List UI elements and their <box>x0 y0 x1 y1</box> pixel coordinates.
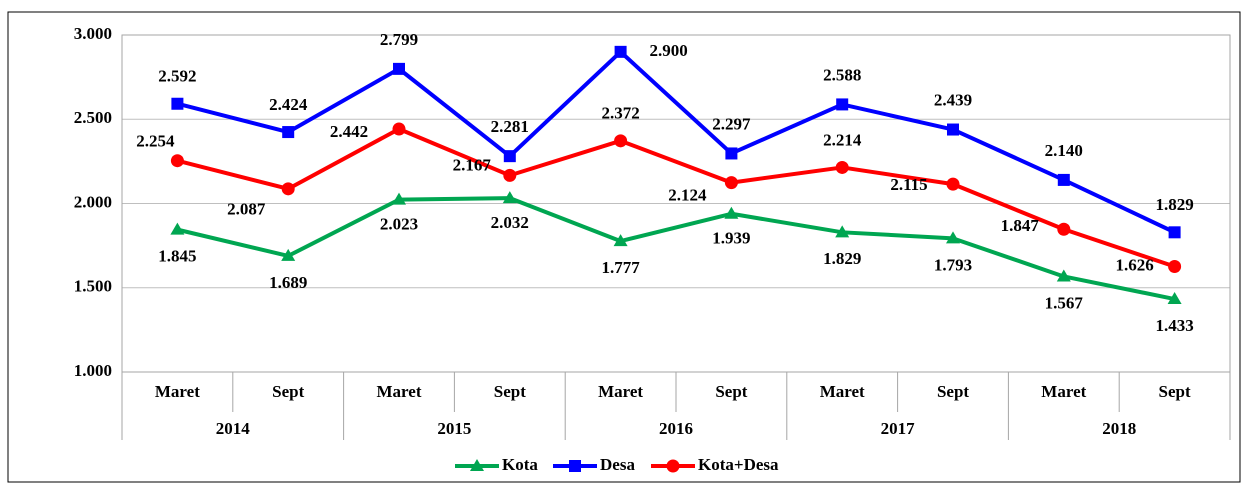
x-tick-label: Maret <box>377 382 422 401</box>
y-tick-label: 1.000 <box>74 361 112 380</box>
data-point <box>392 192 406 205</box>
x-tick-label: Sept <box>494 382 526 401</box>
y-tick-label: 3.000 <box>74 24 112 43</box>
legend-marker <box>470 459 484 471</box>
data-point <box>724 206 739 219</box>
data-point <box>1057 222 1071 236</box>
y-tick-label: 2.500 <box>74 108 112 127</box>
data-point <box>613 234 628 247</box>
group-label: 2014 <box>216 419 251 438</box>
data-point <box>725 147 738 160</box>
data-label: 1.829 <box>1155 195 1193 214</box>
y-tick-label: 1.500 <box>74 277 112 296</box>
group-label: 2017 <box>881 419 916 438</box>
x-tick-label: Sept <box>1159 382 1191 401</box>
data-label: 2.124 <box>668 186 707 205</box>
data-label: 2.297 <box>712 114 751 133</box>
data-label: 2.588 <box>823 65 861 84</box>
group-label: 2015 <box>437 419 471 438</box>
data-point <box>503 168 517 182</box>
data-point <box>947 123 959 136</box>
data-label: 2.799 <box>380 30 418 49</box>
data-point <box>836 98 849 111</box>
series-line <box>176 127 1176 269</box>
group-label: 2018 <box>1102 419 1136 438</box>
data-label: 1.433 <box>1155 316 1193 335</box>
data-label: 2.900 <box>649 41 687 60</box>
x-tick-label: Sept <box>715 382 747 401</box>
data-point <box>1167 292 1182 305</box>
x-tick-label: Sept <box>272 382 304 401</box>
legend-label: Desa <box>600 455 635 474</box>
series-line <box>176 49 1176 235</box>
data-label: 2.254 <box>136 132 175 151</box>
data-label: 2.032 <box>491 213 529 232</box>
group-label: 2016 <box>659 419 693 438</box>
data-label: 2.592 <box>158 67 196 86</box>
x-tick-label: Maret <box>598 382 643 401</box>
data-point <box>1168 226 1181 239</box>
data-label: 1.626 <box>1115 255 1153 274</box>
data-label: 2.115 <box>890 175 927 194</box>
legend-label: Kota+Desa <box>698 455 779 474</box>
data-label: 1.829 <box>823 249 861 268</box>
data-point <box>1057 173 1070 186</box>
data-point <box>1056 269 1071 282</box>
legend-marker <box>569 460 581 472</box>
data-label: 1.689 <box>269 273 307 292</box>
series-line <box>176 196 1175 301</box>
data-point <box>281 182 295 196</box>
data-label: 1.939 <box>712 229 750 248</box>
data-point <box>1168 260 1182 274</box>
data-point <box>170 154 184 168</box>
data-point <box>393 62 405 75</box>
data-label: 2.281 <box>491 117 529 136</box>
data-point <box>281 248 296 261</box>
data-point <box>946 231 960 244</box>
data-label: 1.567 <box>1045 293 1084 312</box>
data-point <box>282 126 295 139</box>
data-label: 2.424 <box>269 95 308 114</box>
legend-label: Kota <box>502 455 538 474</box>
data-point <box>946 177 960 191</box>
data-point <box>614 45 627 58</box>
data-point <box>392 122 406 136</box>
data-point <box>835 160 849 174</box>
x-tick-label: Maret <box>820 382 865 401</box>
data-label: 1.777 <box>601 258 640 277</box>
data-label: 2.214 <box>823 130 862 149</box>
x-tick-label: Sept <box>937 382 969 401</box>
data-point <box>614 134 628 148</box>
data-label: 2.442 <box>330 122 368 141</box>
data-label: 2.087 <box>227 200 266 219</box>
data-label: 2.140 <box>1045 141 1083 160</box>
data-label: 2.439 <box>934 90 972 109</box>
data-point <box>171 97 184 110</box>
data-label: 2.372 <box>601 104 639 123</box>
y-tick-label: 2.000 <box>74 192 112 211</box>
chart-border <box>7 11 1241 483</box>
data-label: 2.023 <box>380 215 418 234</box>
data-point <box>503 150 516 163</box>
x-tick-label: Maret <box>155 382 200 401</box>
data-point <box>835 225 850 238</box>
data-point <box>502 191 517 204</box>
legend-marker <box>666 459 680 473</box>
data-point <box>170 222 185 235</box>
data-label: 1.847 <box>1001 216 1040 235</box>
data-label: 1.793 <box>934 255 972 274</box>
data-label: 1.845 <box>158 247 196 266</box>
data-label: 2.167 <box>453 155 492 174</box>
data-point <box>724 176 738 190</box>
x-tick-label: Maret <box>1041 382 1086 401</box>
